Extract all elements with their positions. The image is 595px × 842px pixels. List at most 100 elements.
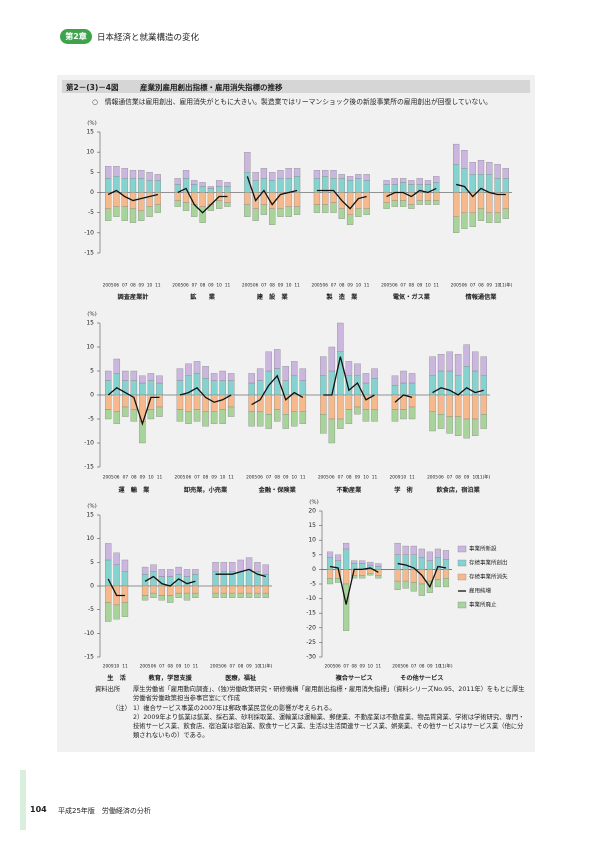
bar-segment [363, 180, 370, 193]
net-line [179, 386, 232, 403]
x-tick-label: 07 [159, 664, 165, 670]
x-tick-label: 08 [339, 283, 345, 289]
x-tick-label: 2005 [103, 283, 114, 289]
bar-segment [229, 592, 236, 598]
bar-segment [394, 554, 401, 570]
group-label: 運 輸 業 [118, 486, 150, 494]
x-tick-label: 07 [122, 283, 128, 289]
bar-segment [252, 208, 259, 221]
bar-segment [227, 380, 235, 396]
bar-segment [291, 394, 298, 412]
net-line [316, 189, 367, 210]
bar-segment [402, 545, 409, 555]
x-tick-label: 10 [368, 664, 374, 670]
bar-segment [254, 585, 261, 594]
x-tick-label: 2005 [392, 664, 403, 670]
x-tick-label: 2005 [210, 664, 221, 670]
bar-segment [416, 192, 423, 201]
bar-segment [113, 373, 121, 396]
group-label: 鉱 業 [190, 293, 216, 301]
bar-segment [113, 166, 120, 177]
x-tick-label: 11 [294, 283, 300, 289]
bar-segment [285, 192, 292, 207]
bar-segment [471, 418, 479, 436]
bar-segment [147, 409, 155, 420]
bar-segment [274, 349, 281, 369]
bar-segment [138, 170, 145, 179]
bar-segment [429, 411, 436, 432]
bar-segment [193, 361, 201, 374]
x-tick-label: 10 [220, 475, 226, 481]
x-tick-label: 2005 [451, 283, 462, 289]
x-tick-label: 2005 [140, 664, 151, 670]
bar-segment [363, 174, 370, 181]
x-tick-label: 06 [114, 283, 120, 289]
bar-segment [320, 414, 327, 434]
x-tick-label: 06 [335, 664, 341, 670]
bar-segment [469, 174, 476, 193]
bar-segment [367, 561, 374, 566]
bar-segment [158, 595, 166, 601]
bar-segment [207, 204, 215, 211]
x-tick-label: 11 [157, 475, 163, 481]
bar-segment [113, 552, 120, 565]
y-tick-label: -5 [88, 606, 94, 613]
y-tick-label: 5 [90, 559, 94, 566]
x-tick-label: 11 [409, 475, 415, 481]
bar-segment [216, 200, 223, 209]
bar-segment [176, 409, 184, 422]
bar-segment [274, 394, 281, 410]
x-tick-label: 11 [225, 283, 231, 289]
bar-segment [167, 595, 174, 603]
bar-segment [313, 204, 321, 213]
bar-segment [326, 578, 334, 585]
legend-label: 雇用純増 [469, 587, 492, 595]
x-tick-label: 10 [184, 664, 190, 670]
legend-swatch [457, 601, 467, 609]
bar-segment [453, 192, 460, 217]
bar-segment [463, 344, 470, 367]
footer-bar [20, 770, 26, 830]
bar-segment [337, 322, 344, 352]
x-tick-label: 07 [411, 664, 417, 670]
x-tick-label: 10 [255, 664, 261, 670]
bar-segment [326, 569, 334, 579]
bar-segment [471, 351, 479, 372]
bar-segment [477, 160, 485, 175]
bar-segment [262, 585, 269, 594]
x-tick-label: 11(年) [499, 282, 512, 289]
x-tick-label: 07 [194, 475, 200, 481]
x-tick-label: 08 [455, 475, 461, 481]
bar-segment [244, 192, 251, 205]
net-line [107, 387, 160, 426]
bar-segment [183, 585, 191, 594]
bar-segment [446, 351, 453, 372]
bar-segment [147, 380, 155, 396]
chapter-number: 第2章 [65, 32, 87, 41]
bar-segment [293, 176, 301, 193]
bar-segment [245, 585, 253, 594]
bar-segment [158, 569, 166, 577]
bar-segment [355, 208, 362, 217]
x-tick-label: 10 [216, 283, 222, 289]
bar-segment [424, 180, 432, 185]
bar-segment [121, 602, 129, 617]
bar-segment [437, 414, 445, 429]
y-tick-label: 5 [90, 169, 94, 176]
bar-segment [183, 569, 191, 577]
bar-segment [371, 378, 378, 396]
x-tick-label: 10 [114, 664, 120, 670]
bar-segment [113, 358, 121, 374]
x-tick-label: 06 [183, 283, 189, 289]
bar-segment [408, 184, 415, 193]
x-tick-label: 06 [257, 475, 263, 481]
y-tick-label: 15 [308, 522, 316, 529]
bar-segment [322, 170, 329, 177]
bar-segment [212, 562, 219, 572]
bar-segment [202, 378, 209, 396]
bar-segment [322, 192, 329, 205]
bar-segment [193, 409, 201, 422]
y-axis-unit: (%) [87, 312, 97, 318]
bar-segment [400, 382, 407, 396]
bar-segment [219, 380, 226, 396]
